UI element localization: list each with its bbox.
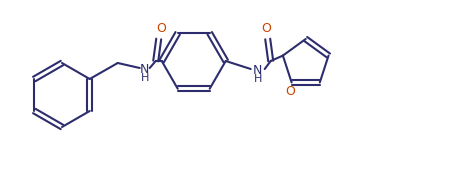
- Text: H: H: [253, 74, 262, 84]
- Text: H: H: [140, 73, 149, 83]
- Text: O: O: [286, 85, 296, 98]
- Text: N: N: [253, 64, 262, 76]
- Text: O: O: [156, 21, 166, 35]
- Text: N: N: [140, 62, 149, 76]
- Text: O: O: [261, 21, 270, 35]
